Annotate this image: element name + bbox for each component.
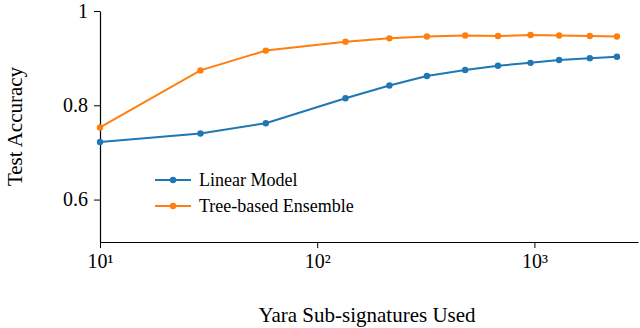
series-marker <box>386 35 392 41</box>
x-tick-label: 10¹ <box>88 250 114 272</box>
y-axis: 0.6 0.8 1 <box>63 0 101 243</box>
series-marker <box>424 33 430 39</box>
series-marker <box>587 33 593 39</box>
series-marker <box>97 124 103 130</box>
plot-area: 10¹ 10² 10³ 0.6 0.8 1 Linear Model Tree-based E… <box>63 0 639 272</box>
x-tick-label: 10³ <box>522 250 548 272</box>
x-tick-mark <box>317 242 318 248</box>
series-marker <box>197 130 203 136</box>
series-marker <box>614 54 620 60</box>
y-tick-mark <box>94 200 100 201</box>
x-tick-mark <box>534 242 535 248</box>
legend: Linear Model Tree-based Ensemble <box>155 170 354 216</box>
series-marker <box>462 32 468 38</box>
y-tick-label: 0.8 <box>63 94 88 116</box>
y-tick-mark <box>94 11 100 12</box>
series-marker <box>386 82 392 88</box>
x-tick-mark <box>100 242 101 248</box>
legend-label: Tree-based Ensemble <box>199 196 354 216</box>
chart: 10¹ 10² 10³ 0.6 0.8 1 Linear Model Tree-based E… <box>0 0 640 328</box>
legend-marker <box>170 177 176 183</box>
x-axis-title: Yara Sub-signatures Used <box>258 303 476 327</box>
series-line <box>100 35 617 127</box>
series-marker <box>527 60 533 66</box>
series-marker <box>424 73 430 79</box>
y-axis-title: Test Accuracy <box>3 66 27 186</box>
series-marker <box>495 33 501 39</box>
series-marker <box>614 33 620 39</box>
series-marker <box>527 32 533 38</box>
y-tick-label: 0.6 <box>63 188 88 210</box>
series-marker <box>197 67 203 73</box>
series-marker <box>495 62 501 68</box>
series-marker <box>342 95 348 101</box>
y-tick-mark <box>94 105 100 106</box>
marks <box>97 32 620 145</box>
series-marker <box>556 57 562 63</box>
y-tick: 0.8 <box>63 94 100 116</box>
x-tick-label: 10² <box>305 250 331 272</box>
series-marker <box>263 47 269 53</box>
series-marker <box>342 38 348 44</box>
y-tick: 0.6 <box>63 188 100 210</box>
x-tick: 10² <box>305 242 331 272</box>
x-tick: 10³ <box>522 242 548 272</box>
series-marker <box>263 120 269 126</box>
x-axis: 10¹ 10² 10³ <box>88 242 639 272</box>
legend-marker <box>170 203 176 209</box>
series-marker <box>462 67 468 73</box>
series-line <box>100 57 617 142</box>
legend-item: Tree-based Ensemble <box>155 196 354 216</box>
series-marker <box>97 139 103 145</box>
y-tick: 1 <box>78 0 100 22</box>
x-axis-line <box>101 242 639 243</box>
series-marker <box>587 55 593 61</box>
x-tick: 10¹ <box>88 242 114 272</box>
y-tick-label: 1 <box>78 0 88 22</box>
legend-item: Linear Model <box>155 170 297 190</box>
legend-label: Linear Model <box>199 170 297 190</box>
series-marker <box>556 32 562 38</box>
